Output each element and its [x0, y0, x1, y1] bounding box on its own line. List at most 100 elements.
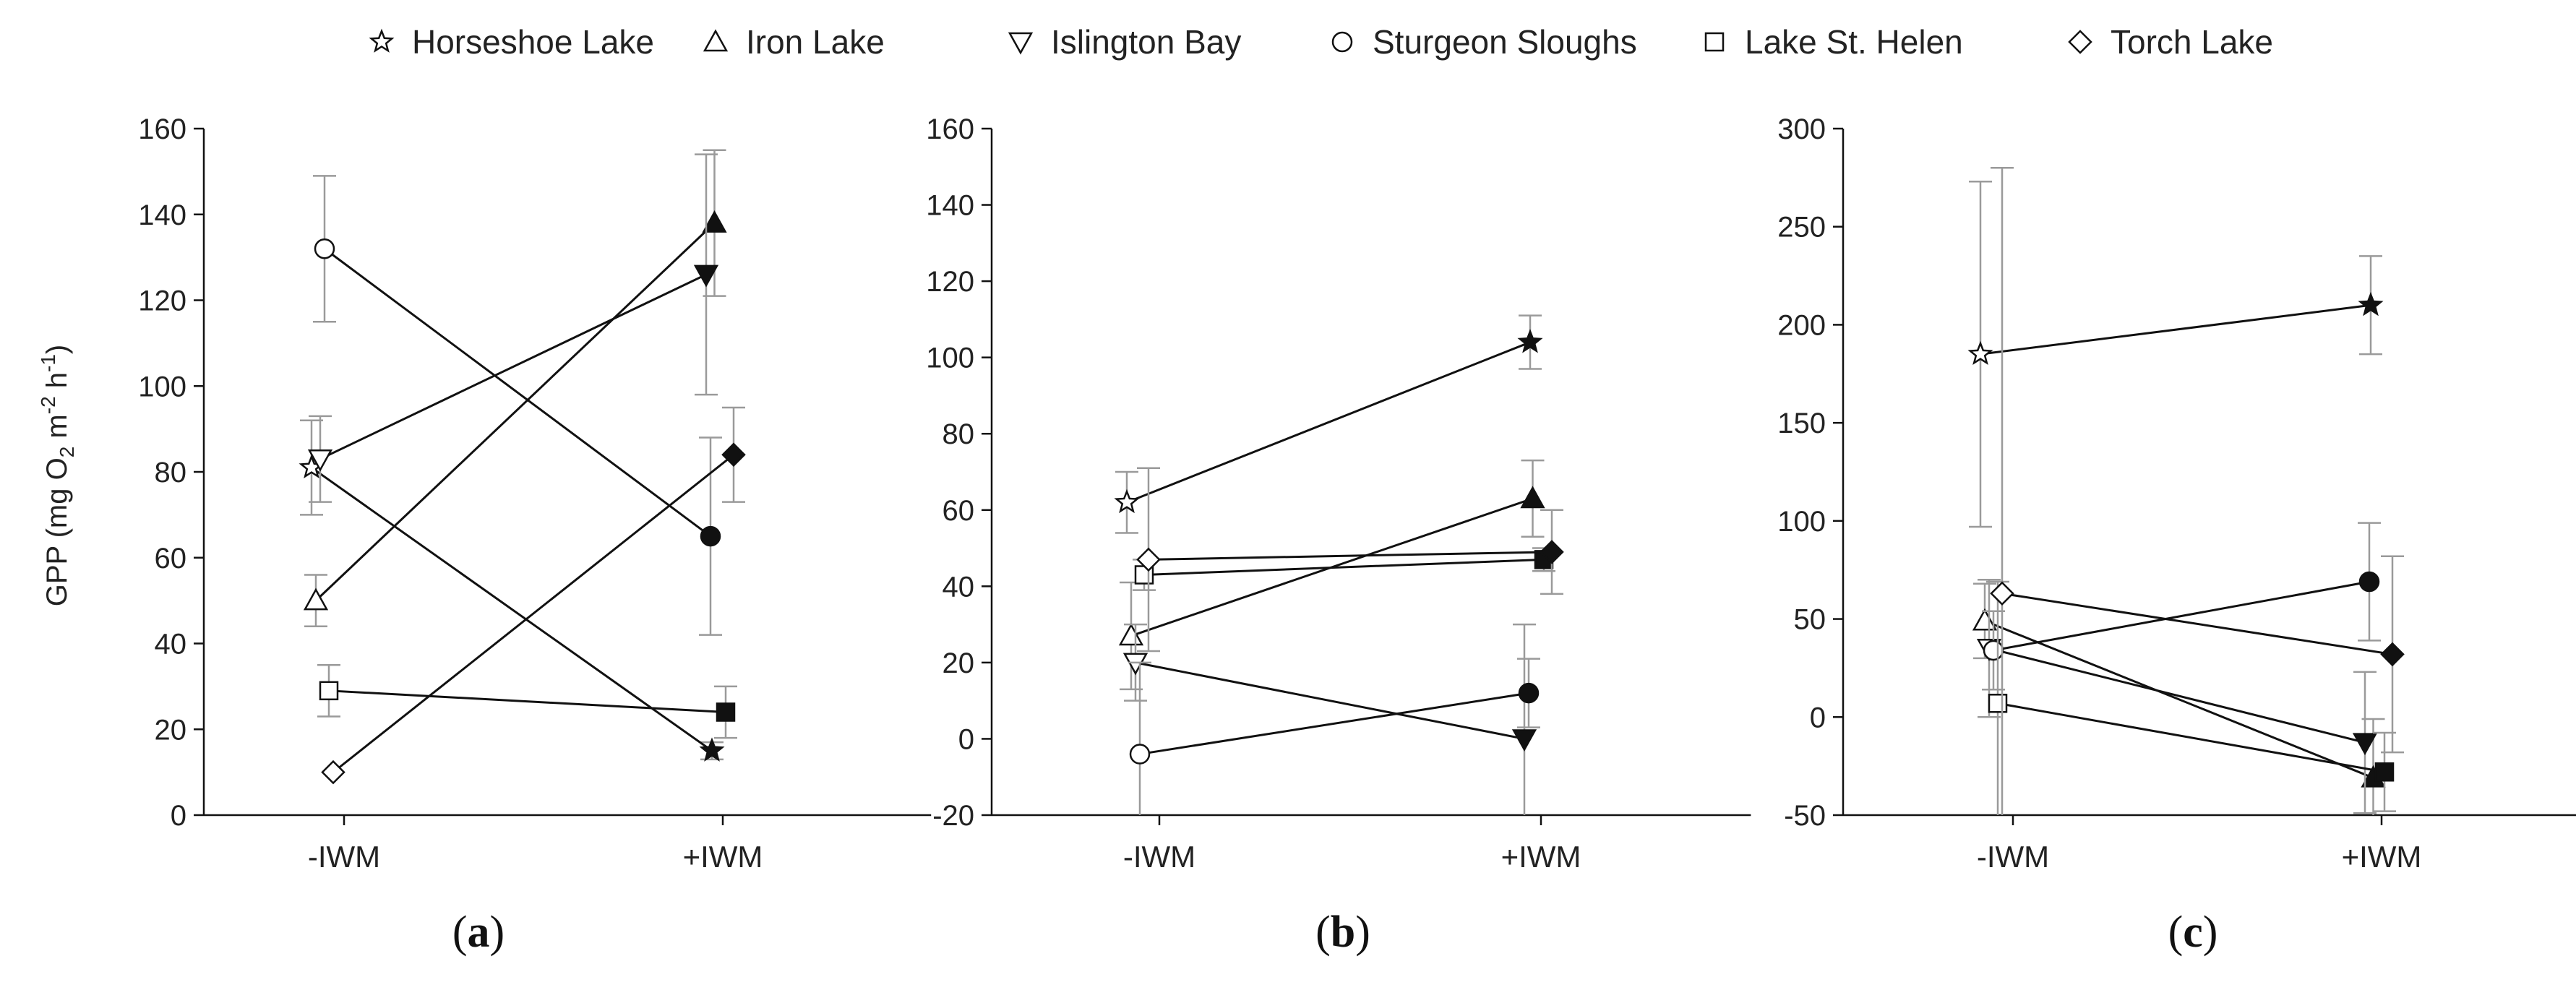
legend-label: Lake St. Helen [1745, 23, 1963, 61]
series-line [1143, 558, 1545, 576]
panel-label: (b) [1315, 908, 1370, 957]
legend-entry: Iron Lake [703, 23, 885, 61]
data-point [1988, 694, 2008, 713]
data-point [314, 238, 335, 259]
legend-entry: Torch Lake [2068, 23, 2273, 61]
legend-label: Torch Lake [2111, 23, 2273, 61]
series-line [1997, 702, 2385, 773]
y-tick-label: 80 [943, 418, 975, 450]
y-tick-label: -50 [1784, 800, 1826, 832]
series-line [1139, 692, 1529, 756]
data-point [319, 681, 339, 701]
data-point [2358, 571, 2380, 593]
data-point [721, 442, 746, 468]
data-point [2352, 733, 2378, 756]
data-point [702, 210, 727, 233]
legend-entry: Islington Bay [1008, 23, 1241, 61]
series-line [324, 248, 711, 538]
y-tick-label: 140 [926, 190, 974, 222]
series-line [332, 454, 734, 773]
y-axis-label: GPP (mg O2 m-2 h-1) [37, 345, 78, 607]
y-tick-label: 0 [171, 800, 186, 832]
data-point [2374, 762, 2395, 782]
x-tick-label: +IWM [683, 840, 763, 874]
series-torch-lake [321, 406, 746, 785]
y-tick-label: 40 [155, 629, 187, 660]
y-tick-label: 120 [138, 285, 186, 317]
y-tick-label: 160 [926, 113, 974, 145]
data-point [1122, 653, 1149, 676]
series-line [314, 222, 716, 602]
legend-label: Sturgeon Sloughs [1373, 23, 1637, 61]
series-horseshoe-lake [299, 419, 725, 762]
y-tick-label: 60 [943, 495, 975, 527]
series-line [1148, 551, 1553, 561]
data-point [1129, 744, 1151, 765]
y-tick-label: 60 [155, 543, 187, 574]
data-point [699, 737, 725, 762]
series-islington-bay [1122, 623, 1537, 815]
data-point [1118, 623, 1144, 646]
y-tick-label: -20 [932, 800, 974, 832]
series-line [1984, 619, 2374, 779]
data-point [1990, 581, 2014, 606]
data-point [1967, 340, 1993, 366]
series-horseshoe-lake [1114, 314, 1543, 534]
data-point [303, 587, 329, 611]
series-lake-st-helen [1133, 547, 1555, 591]
legend-marker-icon [1331, 31, 1353, 53]
data-point [1511, 729, 1537, 752]
series-sturgeon-sloughs [1982, 522, 2381, 691]
y-tick-label: 250 [1777, 212, 1826, 244]
legend-marker-icon [1008, 32, 1034, 55]
y-tick-label: 100 [926, 343, 974, 374]
series-horseshoe-lake [1967, 181, 2384, 528]
data-point [1136, 547, 1161, 572]
panels: 0 20 40 60 80 100 120 140 160 -IWM +IWM (a) -20 0 20 40… [138, 113, 2576, 957]
data-point [1540, 540, 1564, 564]
x-tick-label: -IWM [308, 840, 380, 874]
series-line [1988, 647, 2366, 744]
series-line [1126, 341, 1531, 504]
data-point [1983, 640, 2004, 661]
legend-marker-icon [703, 29, 729, 52]
series-islington-bay [307, 153, 719, 503]
y-tick-label: 200 [1777, 309, 1826, 341]
y-tick-label: 20 [943, 647, 975, 679]
y-tick-label: 160 [138, 113, 186, 145]
series-line [1980, 304, 2371, 356]
y-tick-label: 100 [1777, 506, 1826, 538]
data-point [307, 449, 333, 472]
legend-entry: Sturgeon Sloughs [1331, 23, 1637, 61]
series-iron-lake [303, 149, 727, 627]
series-line [311, 466, 713, 752]
x-tick-label: -IWM [1977, 840, 2049, 874]
legend-marker-icon [369, 28, 395, 53]
series-line [2001, 592, 2393, 655]
y-tick-label: 0 [958, 723, 974, 755]
data-point [716, 702, 736, 722]
y-tick-label: 50 [1794, 604, 1826, 636]
legend-marker-icon [2068, 30, 2092, 54]
data-point [1114, 488, 1140, 514]
series-torch-lake [1990, 167, 2405, 815]
panel-a: 0 20 40 60 80 100 120 140 160 -IWM +IWM (a) [138, 113, 932, 957]
x-tick-label: -IWM [1123, 840, 1195, 874]
y-tick-label: 150 [1777, 408, 1826, 439]
legend-entry: Horseshoe Lake [369, 23, 654, 61]
series-lake-st-helen [1986, 580, 2396, 815]
y-tick-label: 20 [155, 714, 187, 746]
series-islington-bay [1976, 579, 2378, 814]
series-line [328, 689, 726, 713]
legend-label: Horseshoe Lake [412, 23, 654, 61]
legend-label: Islington Bay [1051, 23, 1241, 61]
y-tick-label: 80 [155, 457, 187, 488]
legend-marker-icon [1704, 32, 1725, 52]
legend-label: Iron Lake [746, 23, 885, 61]
series-line [319, 273, 707, 460]
data-point [1517, 329, 1543, 353]
panel-b: -20 0 20 40 60 80 100 120 140 160 -IWM +IWM (b) [926, 113, 1751, 957]
panel-label: (c) [2168, 908, 2218, 957]
data-point [1518, 682, 1540, 704]
